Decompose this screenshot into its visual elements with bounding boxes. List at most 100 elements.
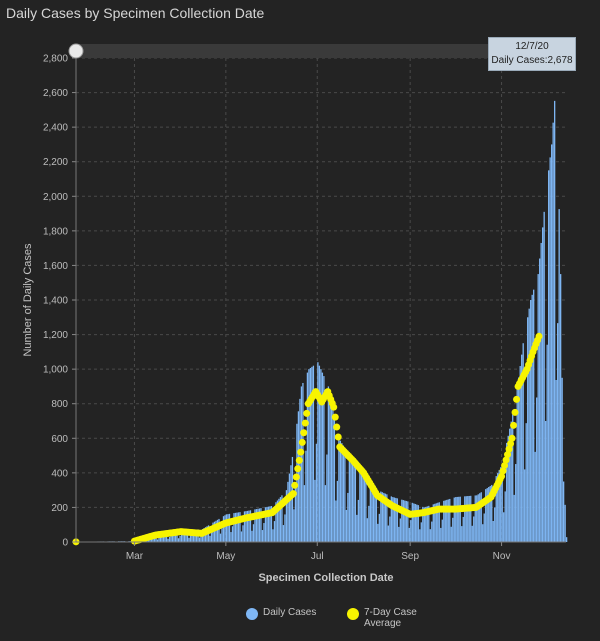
daily-cases-bar[interactable]	[450, 526, 452, 542]
daily-cases-bar[interactable]	[336, 480, 339, 542]
daily-cases-bar[interactable]	[357, 499, 360, 542]
daily-cases-bar[interactable]	[561, 377, 563, 542]
daily-cases-bar[interactable]	[242, 525, 244, 542]
daily-cases-bar[interactable]	[432, 504, 434, 542]
daily-cases-bar[interactable]	[167, 538, 169, 542]
daily-cases-bar[interactable]	[218, 518, 220, 542]
daily-cases-bar[interactable]	[545, 421, 547, 542]
daily-cases-bar[interactable]	[221, 528, 223, 542]
daily-cases-bar[interactable]	[395, 497, 397, 542]
seven-day-average-dot[interactable]	[535, 332, 543, 340]
daily-cases-bar[interactable]	[480, 492, 482, 542]
daily-cases-bar[interactable]	[552, 122, 554, 543]
daily-cases-bar[interactable]	[392, 497, 394, 542]
daily-cases-bar[interactable]	[312, 365, 315, 542]
daily-cases-bar[interactable]	[557, 323, 559, 542]
daily-cases-bar[interactable]	[183, 530, 186, 542]
daily-cases-bar[interactable]	[162, 533, 165, 542]
daily-cases-bar[interactable]	[447, 499, 449, 542]
daily-cases-bar[interactable]	[426, 506, 428, 542]
daily-cases-bar[interactable]	[303, 485, 306, 542]
daily-cases-bar[interactable]	[464, 496, 466, 542]
daily-cases-bar[interactable]	[525, 423, 527, 542]
daily-cases-bar[interactable]	[506, 442, 508, 542]
seven-day-average-dot[interactable]	[300, 429, 308, 437]
daily-cases-bar[interactable]	[528, 308, 530, 542]
daily-cases-bar[interactable]	[362, 468, 364, 542]
daily-cases-bar[interactable]	[509, 428, 511, 542]
daily-cases-bar[interactable]	[483, 513, 485, 542]
daily-cases-bar[interactable]	[159, 534, 162, 542]
daily-cases-bar[interactable]	[224, 515, 226, 542]
daily-cases-bar[interactable]	[365, 471, 367, 542]
daily-cases-bar[interactable]	[231, 526, 234, 542]
daily-cases-bar[interactable]	[251, 530, 253, 542]
daily-cases-bar[interactable]	[482, 524, 484, 542]
daily-cases-bar[interactable]	[294, 483, 297, 542]
daily-cases-bar[interactable]	[279, 497, 282, 542]
daily-cases-bar[interactable]	[146, 540, 148, 542]
daily-cases-bar[interactable]	[237, 512, 240, 542]
daily-cases-bar[interactable]	[458, 496, 460, 542]
daily-cases-bar[interactable]	[510, 421, 512, 542]
daily-cases-bar[interactable]	[245, 511, 247, 542]
daily-cases-bar[interactable]	[188, 537, 190, 542]
daily-cases-bar[interactable]	[353, 462, 355, 542]
daily-cases-bar[interactable]	[158, 537, 160, 542]
daily-cases-bar[interactable]	[513, 494, 515, 542]
daily-cases-bar[interactable]	[288, 473, 291, 542]
daily-cases-bar[interactable]	[377, 523, 379, 542]
seven-day-average-dot[interactable]	[330, 403, 338, 411]
seven-day-average-dot[interactable]	[333, 423, 341, 431]
daily-cases-bar[interactable]	[317, 362, 319, 542]
daily-cases-bar[interactable]	[405, 500, 407, 542]
daily-cases-bar[interactable]	[260, 508, 262, 542]
daily-cases-bar[interactable]	[285, 490, 288, 542]
daily-cases-bar[interactable]	[323, 376, 325, 542]
daily-cases-bar[interactable]	[434, 503, 436, 542]
daily-cases-bar[interactable]	[476, 495, 478, 542]
seven-day-average-dot[interactable]	[301, 419, 309, 427]
daily-cases-bar[interactable]	[333, 416, 336, 542]
daily-cases-bar[interactable]	[512, 414, 514, 542]
daily-cases-bar[interactable]	[516, 388, 518, 542]
daily-cases-bar[interactable]	[363, 469, 366, 542]
daily-cases-bar[interactable]	[320, 369, 322, 542]
daily-cases-bar[interactable]	[342, 445, 345, 542]
daily-cases-bar[interactable]	[219, 533, 222, 542]
daily-cases-bar[interactable]	[291, 456, 294, 542]
seven-day-average-dot[interactable]	[513, 395, 521, 403]
seven-day-average-dot[interactable]	[331, 413, 339, 421]
daily-cases-bar[interactable]	[216, 519, 219, 542]
seven-day-average-dot[interactable]	[511, 408, 519, 416]
daily-cases-bar[interactable]	[156, 539, 159, 542]
daily-cases-bar[interactable]	[386, 494, 388, 542]
seven-day-average-dot[interactable]	[292, 473, 300, 481]
daily-cases-bar[interactable]	[531, 294, 533, 542]
daily-cases-bar[interactable]	[278, 498, 280, 542]
daily-cases-bar[interactable]	[272, 529, 274, 542]
daily-cases-bar[interactable]	[246, 510, 249, 542]
daily-cases-bar[interactable]	[560, 274, 562, 542]
daily-cases-bar[interactable]	[189, 535, 192, 542]
daily-cases-bar[interactable]	[401, 499, 403, 542]
seven-day-average-dot[interactable]	[505, 445, 513, 453]
daily-cases-bar[interactable]	[546, 344, 548, 542]
daily-cases-bar[interactable]	[267, 506, 270, 542]
daily-cases-bar[interactable]	[543, 211, 545, 542]
daily-cases-bar[interactable]	[290, 465, 292, 542]
daily-cases-bar[interactable]	[255, 509, 258, 542]
seven-day-average-dot[interactable]	[504, 451, 512, 459]
daily-cases-bar[interactable]	[488, 487, 490, 542]
seven-day-average-dot[interactable]	[498, 472, 506, 480]
daily-cases-bar[interactable]	[383, 492, 385, 542]
daily-cases-bar[interactable]	[440, 527, 442, 542]
daily-cases-bar[interactable]	[248, 510, 250, 542]
seven-day-average-dot[interactable]	[501, 461, 509, 469]
seven-day-average-dot[interactable]	[502, 456, 510, 464]
daily-cases-bar[interactable]	[443, 500, 445, 542]
daily-cases-bar[interactable]	[350, 457, 352, 542]
daily-cases-bar[interactable]	[177, 538, 180, 542]
daily-cases-bar[interactable]	[276, 500, 279, 542]
daily-cases-bar[interactable]	[533, 289, 535, 542]
